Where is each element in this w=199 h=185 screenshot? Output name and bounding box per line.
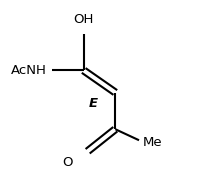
Text: E: E	[89, 97, 98, 110]
Text: O: O	[63, 156, 73, 169]
Text: Me: Me	[143, 136, 163, 149]
Text: AcNH: AcNH	[10, 64, 46, 77]
Text: OH: OH	[73, 13, 94, 26]
